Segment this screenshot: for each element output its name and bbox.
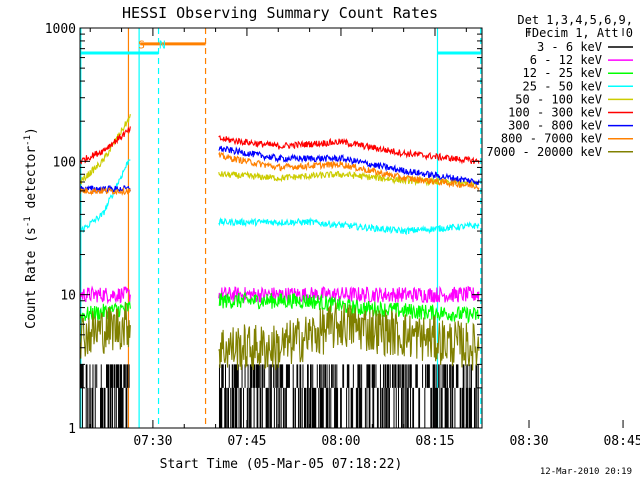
- plot-frame: [79, 27, 483, 429]
- series-line: [79, 285, 131, 305]
- series-line: [79, 302, 131, 359]
- legend-entry-label: 300 - 800 keV: [508, 119, 602, 133]
- x-tick-label: 08:15: [415, 434, 454, 449]
- y-axis: 1 10 100 1000: [45, 22, 482, 437]
- x-tick-label: 07:30: [133, 434, 172, 449]
- series-line: [79, 187, 131, 196]
- chart-title: HESSI Observing Summary Count Rates: [122, 4, 438, 22]
- y-axis-label-mid: detector: [24, 146, 39, 217]
- x-tick-label: 08:45: [603, 434, 640, 449]
- series-300-800kev: [79, 145, 480, 193]
- series-25-50kev: [79, 159, 480, 236]
- series-line: [218, 217, 480, 236]
- x-axis: 07:30 07:45 08:00 08:15 08:30 08:45: [89, 28, 640, 449]
- series-line: [79, 114, 131, 185]
- series-6-12kev: [79, 285, 480, 305]
- legend-entry-label: 6 - 12 keV: [530, 53, 602, 67]
- series-line: [79, 159, 131, 234]
- series-line: [218, 170, 480, 188]
- y-axis-label-main: Count Rate (s: [24, 227, 39, 329]
- y-tick-label: 1000: [45, 22, 76, 37]
- series-50-100kev: [79, 114, 480, 188]
- x-tick-label: 08:30: [509, 434, 548, 449]
- series-100-300kev: [79, 126, 480, 165]
- legend-entry-label: 50 - 100 keV: [515, 92, 602, 106]
- series-line: [79, 185, 131, 193]
- y-tick-label: 100: [53, 155, 76, 170]
- series-line: [218, 135, 480, 165]
- y-tick-label: 1: [68, 422, 76, 437]
- y-axis-label: Count Rate (s-1 detector-1): [23, 127, 39, 329]
- interval-marker-label: N: [159, 39, 166, 52]
- interval-lines: [80, 28, 482, 428]
- timestamp: 12-Mar-2010 20:19: [540, 467, 632, 477]
- legend: Det 1,3,4,5,6,9, FDecim 1, Att 0 3 - 6 k…: [486, 13, 633, 159]
- series-line: [218, 291, 480, 325]
- x-tick-label: 08:00: [321, 434, 360, 449]
- y-axis-label-sup: -1: [23, 216, 33, 227]
- series-line: [218, 151, 480, 191]
- series-7000-20000kev: [79, 302, 480, 371]
- series-line: [218, 285, 480, 304]
- series-3-6kev: [80, 364, 479, 428]
- x-tick-label: 07:45: [227, 434, 266, 449]
- legend-entry-label: 3 - 6 keV: [537, 40, 602, 54]
- series-line: [79, 126, 131, 165]
- y-axis-label-sup-2: -1: [23, 135, 33, 146]
- series-layer: [79, 114, 480, 428]
- legend-header-line-1: Det 1,3,4,5,6,9,: [517, 13, 633, 27]
- y-tick-label: 10: [60, 289, 76, 304]
- x-axis-label: Start Time (05-Mar-05 07:18:22): [160, 457, 403, 472]
- legend-entry-label: 25 - 50 keV: [523, 79, 602, 93]
- interval-marker-label: S: [138, 39, 145, 52]
- legend-entry-label: 800 - 7000 keV: [501, 132, 602, 146]
- legend-entry-label: 12 - 25 keV: [523, 66, 602, 80]
- series-line: [218, 145, 480, 186]
- y-axis-label-end: ): [24, 127, 39, 135]
- legend-entry-label: 7000 - 20000 keV: [486, 145, 602, 159]
- series-line: [218, 302, 480, 371]
- series-800-7000kev: [79, 151, 480, 196]
- legend-entry-label: 100 - 300 keV: [508, 106, 602, 120]
- legend-header-line-2: FDecim 1, Att 0: [525, 26, 633, 40]
